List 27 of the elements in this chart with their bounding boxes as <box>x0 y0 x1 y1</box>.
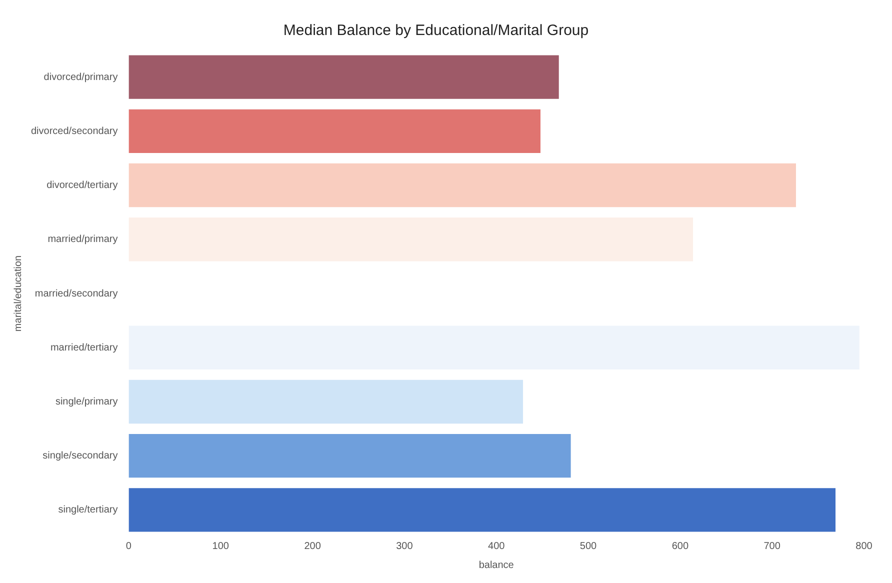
y-tick-label: single/tertiary <box>58 504 118 516</box>
bar <box>128 109 540 154</box>
x-tick-label: 300 <box>396 540 414 552</box>
x-tick-label: 200 <box>304 540 322 552</box>
chart-title: Median Balance by Educational/Marital Group <box>283 22 589 40</box>
x-tick-label: 700 <box>764 540 781 552</box>
y-tick-label: married/secondary <box>34 288 118 300</box>
x-tick-label: 500 <box>580 540 598 552</box>
y-tick-label: single/primary <box>55 396 118 408</box>
x-tick-label: 600 <box>672 540 689 552</box>
y-tick-label: divorced/secondary <box>30 126 118 137</box>
bar <box>128 434 571 478</box>
y-tick-label: single/secondary <box>42 450 118 462</box>
bar <box>128 488 836 532</box>
x-tick-label: 800 <box>856 540 873 552</box>
x-tick-label: 400 <box>488 540 506 552</box>
bar <box>128 163 796 208</box>
x-tick-label: 100 <box>212 540 230 552</box>
bar <box>128 55 559 99</box>
bar <box>128 380 524 424</box>
y-tick-label: divorced/primary <box>44 72 118 83</box>
y-tick-label: divorced/tertiary <box>46 180 118 192</box>
y-tick-label: married/primary <box>48 234 118 246</box>
y-axis-title: marital/education <box>12 255 24 332</box>
x-axis-title: balance <box>478 560 514 571</box>
y-tick-label: married/tertiary <box>50 342 118 354</box>
x-tick-label: 0 <box>126 540 132 552</box>
